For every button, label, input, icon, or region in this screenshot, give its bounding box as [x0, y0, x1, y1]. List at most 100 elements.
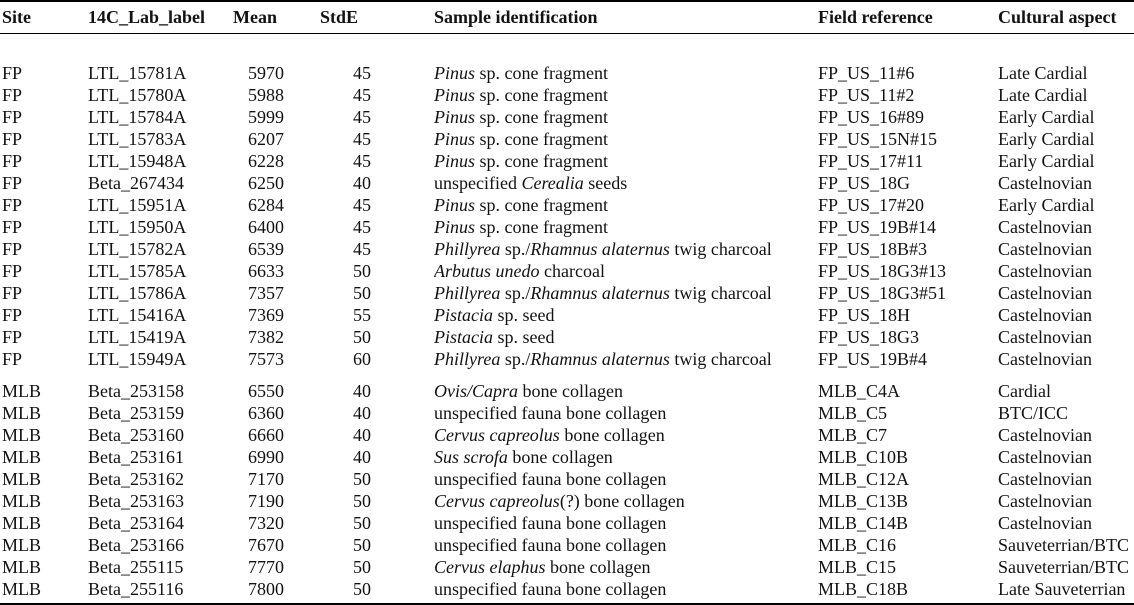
- cell-lab: Beta_253162: [88, 469, 184, 489]
- cell-site: MLB: [2, 403, 42, 423]
- cell-mean: 5988: [248, 85, 284, 105]
- cell-stde: 45: [353, 85, 371, 105]
- cell-lab: Beta_253163: [88, 491, 184, 511]
- cell-sample: Cervus capreolus(?) bone collagen: [434, 491, 685, 511]
- cell-field: FP_US_19B#4: [818, 349, 928, 369]
- cell-mean: 7190: [248, 491, 284, 511]
- cell-mean: 6228: [248, 151, 284, 171]
- cell-mean: 7670: [248, 535, 284, 555]
- cell-field: MLB_C15: [818, 557, 897, 577]
- cell-cultural: Sauveterrian/BTC: [998, 557, 1129, 577]
- cell-field: FP_US_18B#3: [818, 239, 928, 259]
- cell-site: MLB: [2, 469, 42, 489]
- cell-mean: 6250: [248, 173, 284, 193]
- cell-stde: 50: [353, 261, 371, 281]
- cell-stde: 50: [353, 557, 371, 577]
- cell-field: MLB_C14B: [818, 513, 909, 533]
- cell-cultural: Castelnovian: [998, 327, 1092, 347]
- cell-cultural: Castelnovian: [998, 513, 1092, 533]
- cell-field: MLB_C7: [818, 425, 888, 445]
- cell-cultural: Late Cardial: [998, 63, 1088, 83]
- table-row: MLB Beta_253158 6550 40 Ovis/Capra bone coll…: [0, 380, 1134, 402]
- cell-lab: LTL_15416A: [88, 305, 187, 325]
- table-row: FP LTL_15948A 6228 45 Pinus sp. cone fragmen…: [0, 150, 1134, 172]
- cell-sample: Pinus sp. cone fragment: [434, 85, 608, 105]
- table-row: FP LTL_15784A 5999 45 Pinus sp. cone fragmen…: [0, 106, 1134, 128]
- cell-cultural: Castelnovian: [998, 261, 1092, 281]
- cell-mean: 7170: [248, 469, 284, 489]
- cell-site: FP: [2, 107, 23, 127]
- cell-stde: 40: [353, 173, 371, 193]
- cell-field: MLB_C16: [818, 535, 897, 555]
- cell-field: FP_US_18G3#51: [818, 283, 947, 303]
- cell-sample: Pinus sp. cone fragment: [434, 63, 608, 83]
- table-row: FP LTL_15786A 7357 50 Phillyrea sp./Rhamnus …: [0, 282, 1134, 304]
- cell-stde: 40: [353, 425, 371, 445]
- cell-mean: 6660: [248, 425, 284, 445]
- cell-field: MLB_C13B: [818, 491, 909, 511]
- cell-mean: 5970: [248, 63, 284, 83]
- cell-stde: 40: [353, 447, 371, 467]
- cell-lab: LTL_15785A: [88, 261, 187, 281]
- cell-stde: 45: [353, 151, 371, 171]
- header-row: Site 14C_Lab_label Mean StdE Sample iden…: [0, 1, 1134, 34]
- spacer-cell: [0, 370, 1134, 380]
- cell-site: FP: [2, 63, 23, 83]
- cell-site: FP: [2, 283, 23, 303]
- cell-mean: 6400: [248, 217, 284, 237]
- col-header-site: Site: [0, 1, 88, 34]
- table-row: MLB Beta_253160 6660 40 Cervus capreolus bon…: [0, 424, 1134, 446]
- cell-site: MLB: [2, 491, 42, 511]
- table-row: FP LTL_15785A 6633 50 Arbutus unedo charcoal…: [0, 260, 1134, 282]
- cell-mean: 7800: [248, 579, 284, 599]
- cell-cultural: Castelnovian: [998, 349, 1092, 369]
- cell-sample: unspecified fauna bone collagen: [434, 513, 667, 533]
- cell-stde: 40: [353, 381, 371, 401]
- cell-stde: 50: [353, 491, 371, 511]
- cell-sample: Pinus sp. cone fragment: [434, 129, 608, 149]
- cell-cultural: Castelnovian: [998, 173, 1092, 193]
- table-row: FP LTL_15950A 6400 45 Pinus sp. cone fragmen…: [0, 216, 1134, 238]
- cell-lab: Beta_253159: [88, 403, 184, 423]
- cell-site: MLB: [2, 381, 42, 401]
- cell-site: FP: [2, 349, 23, 369]
- cell-lab: Beta_253164: [88, 513, 184, 533]
- cell-stde: 40: [353, 403, 371, 423]
- cell-lab: LTL_15951A: [88, 195, 187, 215]
- cell-lab: Beta_255116: [88, 579, 184, 599]
- cell-site: FP: [2, 173, 23, 193]
- cell-stde: 45: [353, 239, 371, 259]
- cell-mean: 6633: [248, 261, 284, 281]
- cell-stde: 45: [353, 195, 371, 215]
- cell-site: MLB: [2, 425, 42, 445]
- cell-field: FP_US_11#6: [818, 63, 915, 83]
- cell-sample: unspecified Cerealia seeds: [434, 173, 628, 193]
- table-row: MLB Beta_253161 6990 40 Sus scrofa bone coll…: [0, 446, 1134, 468]
- cell-mean: 7357: [248, 283, 284, 303]
- table-row: MLB Beta_253162 7170 50 unspecified fauna bo…: [0, 468, 1134, 490]
- cell-cultural: BTC/ICC: [998, 403, 1069, 423]
- table-row: FP LTL_15419A 7382 50 Pistacia sp. seed FP_US…: [0, 326, 1134, 348]
- cell-mean: 6990: [248, 447, 284, 467]
- spacer-row: [0, 370, 1134, 380]
- cell-field: FP_US_11#2: [818, 85, 915, 105]
- cell-stde: 45: [353, 129, 371, 149]
- cell-stde: 50: [353, 327, 371, 347]
- cell-lab: LTL_15780A: [88, 85, 187, 105]
- cell-site: FP: [2, 129, 23, 149]
- cell-field: FP_US_18G: [818, 173, 911, 193]
- cell-lab: LTL_15782A: [88, 239, 187, 259]
- cell-field: FP_US_19B#14: [818, 217, 937, 237]
- cell-stde: 50: [353, 469, 371, 489]
- table-row: MLB Beta_253166 7670 50 unspecified fauna bo…: [0, 534, 1134, 556]
- table-row: MLB Beta_253159 6360 40 unspecified fauna bo…: [0, 402, 1134, 424]
- cell-mean: 6284: [248, 195, 284, 215]
- cell-sample: Ovis/Capra bone collagen: [434, 381, 623, 401]
- cell-lab: LTL_15949A: [88, 349, 187, 369]
- cell-site: FP: [2, 261, 23, 281]
- cell-site: MLB: [2, 447, 42, 467]
- cell-lab: Beta_255115: [88, 557, 184, 577]
- cell-field: FP_US_17#11: [818, 151, 924, 171]
- cell-lab: LTL_15419A: [88, 327, 187, 347]
